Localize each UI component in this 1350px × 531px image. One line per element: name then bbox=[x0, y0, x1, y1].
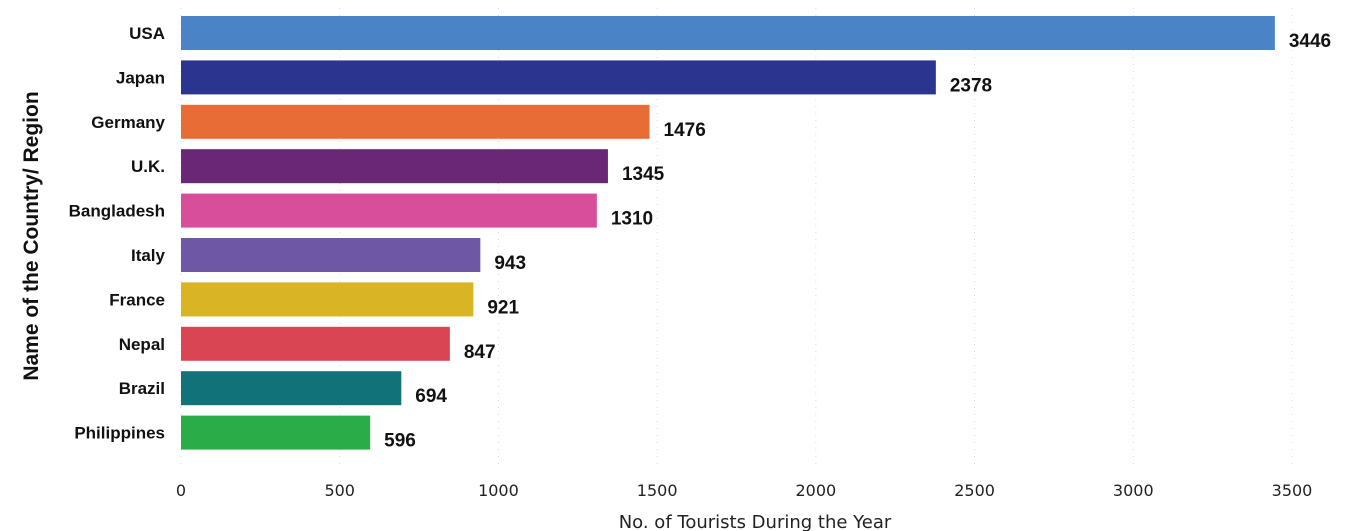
x-tick-label: 2500 bbox=[954, 481, 995, 500]
bar bbox=[181, 238, 481, 272]
category-label: France bbox=[109, 290, 165, 309]
bar bbox=[181, 282, 474, 317]
value-label: 1310 bbox=[611, 209, 653, 230]
value-labels: 3446 2378 1476 1345 1310 943 921 847 694 596 bbox=[384, 31, 1331, 452]
category-label: Italy bbox=[131, 246, 166, 265]
value-label: 2378 bbox=[950, 75, 992, 96]
category-label: U.K. bbox=[131, 157, 165, 176]
bar bbox=[181, 371, 402, 406]
x-tick-label: 2000 bbox=[795, 481, 836, 500]
bar bbox=[181, 326, 450, 361]
value-label: 3446 bbox=[1289, 31, 1331, 52]
y-axis-title: Name of the Country/ Region bbox=[20, 91, 43, 380]
bar bbox=[181, 193, 597, 228]
category-label: Nepal bbox=[119, 335, 165, 354]
category-label: USA bbox=[129, 24, 165, 43]
value-label: 694 bbox=[415, 386, 447, 407]
bar bbox=[181, 415, 371, 450]
category-label: Philippines bbox=[74, 424, 165, 443]
value-label: 596 bbox=[384, 431, 416, 452]
category-label: Brazil bbox=[119, 379, 165, 398]
category-label: Bangladesh bbox=[69, 202, 165, 221]
x-tick-label: 500 bbox=[324, 481, 355, 500]
x-tick-label: 1500 bbox=[637, 481, 678, 500]
bars bbox=[181, 16, 1275, 450]
x-tick-label: 3000 bbox=[1113, 481, 1154, 500]
value-label: 847 bbox=[464, 342, 496, 363]
x-tick-label: 1000 bbox=[478, 481, 519, 500]
bar bbox=[181, 149, 608, 184]
bar bbox=[181, 104, 650, 139]
x-tick-label: 3500 bbox=[1272, 481, 1313, 500]
bar bbox=[181, 60, 936, 95]
value-label: 1345 bbox=[622, 164, 665, 185]
category-label: Germany bbox=[91, 113, 165, 132]
category-labels: USA Japan Germany U.K. Bangladesh Italy France… bbox=[69, 24, 166, 443]
x-axis-title: No. of Tourists During the Year bbox=[619, 512, 892, 531]
value-label: 1476 bbox=[664, 120, 706, 141]
x-tick-label: 0 bbox=[176, 481, 186, 500]
bar bbox=[181, 16, 1275, 50]
value-label: 921 bbox=[487, 297, 519, 318]
value-label: 943 bbox=[494, 253, 526, 274]
category-label: Japan bbox=[116, 68, 165, 87]
x-tick-labels: 0 500 1000 1500 2000 2500 3000 3500 bbox=[176, 481, 1312, 500]
